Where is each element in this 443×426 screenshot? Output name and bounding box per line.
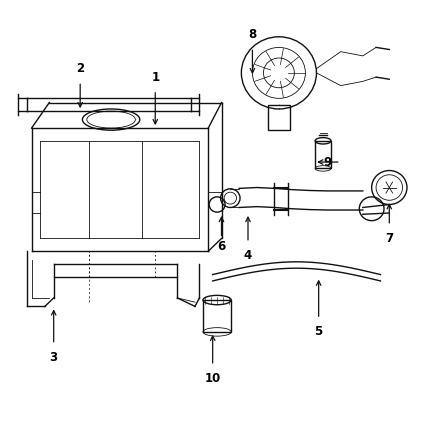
Text: 6: 6: [218, 240, 225, 253]
Text: 1: 1: [151, 71, 159, 83]
Text: 3: 3: [50, 351, 58, 364]
Text: 7: 7: [385, 232, 393, 245]
Text: 9: 9: [323, 155, 332, 169]
Text: 8: 8: [248, 28, 256, 41]
Bar: [268, 105, 290, 130]
Text: 10: 10: [205, 372, 221, 385]
Text: 5: 5: [315, 325, 323, 338]
Text: 2: 2: [76, 62, 84, 75]
Bar: [203, 300, 231, 332]
Bar: [315, 141, 331, 168]
Text: 4: 4: [244, 249, 252, 262]
